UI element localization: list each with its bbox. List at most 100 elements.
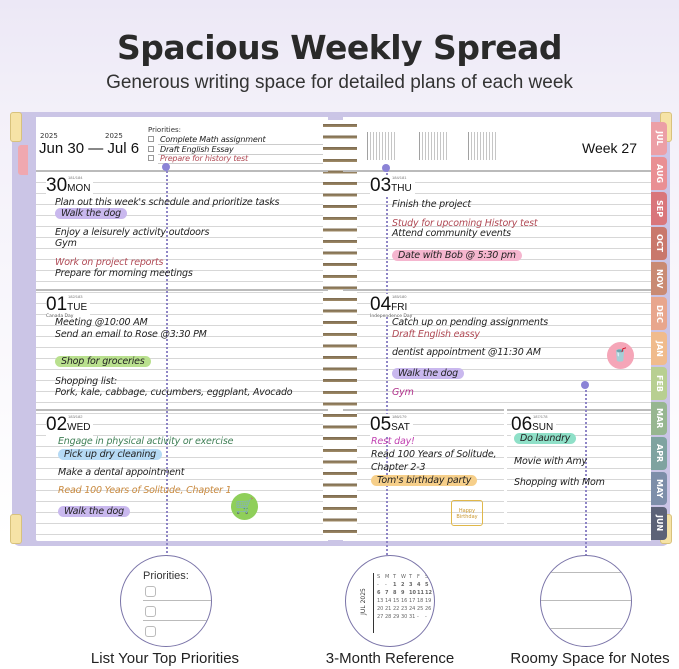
- corner-protector: [10, 112, 22, 142]
- planner-entry: Finish the project: [392, 199, 471, 210]
- day-of-week: THU: [391, 183, 412, 194]
- calendar-week: 13 14 15 16 17 18 19: [377, 597, 431, 605]
- month-tab-apr[interactable]: APR: [651, 437, 667, 470]
- callout-pin: [581, 381, 589, 389]
- checkbox: [145, 606, 156, 617]
- weekend-divider: [504, 409, 507, 529]
- month-tab-may[interactable]: MAY: [651, 472, 667, 505]
- calendar-day: 11: [417, 590, 424, 596]
- day-of-week: WED: [67, 422, 91, 433]
- day-header-thu: 03THU 184/181: [370, 175, 415, 197]
- day-of-week: SUN: [532, 422, 554, 433]
- planner-entry: Tom's birthday party: [371, 475, 478, 486]
- feature-label-calendar: 3-Month Reference: [325, 650, 455, 667]
- weekday: T: [409, 574, 413, 580]
- calendar-day: -: [377, 582, 379, 588]
- planner-entry: Plan out this week's schedule and priori…: [55, 197, 280, 208]
- priority-checkbox[interactable]: [148, 155, 154, 161]
- month-tab-feb[interactable]: FEB: [651, 367, 667, 400]
- zoom-month-label: JUL 2025: [359, 588, 367, 615]
- calendar-day: 22: [393, 606, 400, 612]
- day-of-week: TUE: [67, 302, 88, 313]
- weekday: T: [393, 574, 397, 580]
- checkbox: [145, 626, 156, 637]
- planner-entry: Gym: [392, 387, 414, 398]
- callout-pin: [162, 163, 170, 171]
- callout-guide: [585, 386, 587, 556]
- planner-entry: Draft English eassy: [392, 329, 480, 340]
- calendar-day: -: [385, 582, 387, 588]
- divider: [36, 170, 328, 172]
- calendar-day: 23: [401, 606, 408, 612]
- priorities-zoom: Priorities:: [120, 555, 212, 647]
- day-header-tue: 01TUE 182/183: [46, 294, 91, 316]
- planner-entry: Pick up dry cleaning: [58, 449, 163, 460]
- birthday-cake-icon: Happy Birthday: [451, 500, 483, 526]
- planner-entry: Send an email to Rose @3:30 PM: [55, 329, 207, 340]
- calendar-day: 31: [409, 614, 416, 620]
- notes-zoom-circle: [540, 555, 632, 647]
- month-tab-nov[interactable]: NOV: [651, 262, 667, 295]
- week-number: Week 27: [582, 140, 637, 156]
- calendar-week: 20 21 22 23 24 25 26: [377, 605, 431, 613]
- planner-entry: Prepare for morning meetings: [55, 268, 193, 279]
- priority-checkbox[interactable]: [148, 136, 154, 142]
- headline: Spacious Weekly Spread: [116, 28, 563, 67]
- priority-item: Prepare for history test: [160, 154, 248, 163]
- day-number: 01: [46, 294, 68, 315]
- calendar-day: 20: [377, 606, 384, 612]
- year-end: 2025: [105, 132, 123, 140]
- priority-checkbox[interactable]: [148, 145, 154, 152]
- month-tab-jan[interactable]: JAN: [651, 332, 667, 365]
- divider: [343, 289, 651, 291]
- weekday: S: [377, 574, 381, 580]
- divider: [343, 170, 651, 172]
- callout-guide: [386, 170, 388, 555]
- calendar-day: 17: [409, 598, 416, 604]
- planner-entry: Attend community events: [392, 228, 511, 239]
- year-start: 2025: [40, 132, 58, 140]
- month-tab-mar[interactable]: MAR: [651, 402, 667, 435]
- day-number: 05: [370, 414, 392, 435]
- day-of-week: FRI: [391, 302, 408, 313]
- planner-entry: Read 100 Years of Solitude, Chapter 1: [58, 485, 232, 496]
- spiral-binding: [323, 120, 357, 540]
- day-header-sat: 05SAT 186/179: [370, 414, 413, 436]
- calendar-day: 9: [401, 590, 405, 596]
- calendar-week: 6 7 8 9 10 11 12: [377, 589, 432, 597]
- calendar-day: 29: [393, 614, 400, 620]
- calendar-day: 5: [425, 582, 429, 588]
- month-tab-jul[interactable]: JUL: [651, 122, 667, 155]
- zoom-priorities-label: Priorities:: [143, 570, 189, 582]
- checkbox: [145, 586, 156, 597]
- calendar-day: 21: [385, 606, 392, 612]
- weekday: F: [417, 574, 420, 580]
- line: [541, 572, 631, 573]
- month-tab-sep[interactable]: SEP: [651, 192, 667, 225]
- calendar-day: 15: [393, 598, 400, 604]
- month-tab-oct[interactable]: OCT: [651, 227, 667, 260]
- priorities-zoom-circle: Priorities:: [120, 555, 212, 647]
- calendar-day: 1: [393, 582, 397, 588]
- month-tab-jun[interactable]: JUN: [651, 507, 667, 540]
- planner-entry: dentist appointment @11:30 AM: [392, 347, 541, 358]
- day-header-sun: 06SUN 187/178: [511, 414, 557, 436]
- calendar-day: 16: [401, 598, 408, 604]
- calendar-day: 19: [425, 598, 432, 604]
- calendar-day: 2: [401, 582, 405, 588]
- month-tab-dec[interactable]: DEC: [651, 297, 667, 330]
- day-number: 04: [370, 294, 392, 315]
- calendar-day: 8: [393, 590, 397, 596]
- planner-entry: Pork, kale, cabbage, cucumbers, eggplant…: [55, 387, 293, 398]
- divider: [343, 409, 651, 411]
- planner-entry: Read 100 Years of Solitude,: [371, 449, 497, 460]
- divider: [36, 289, 328, 291]
- day-of-week: SAT: [391, 422, 410, 433]
- corner-protector: [10, 514, 22, 544]
- weekday: S: [425, 574, 429, 580]
- day-number: 02: [46, 414, 68, 435]
- calendar-day: 6: [377, 590, 381, 596]
- calendar-day: 28: [385, 614, 392, 620]
- drink-cup-icon: 🥤: [607, 342, 634, 369]
- month-tab-aug[interactable]: AUG: [651, 157, 667, 190]
